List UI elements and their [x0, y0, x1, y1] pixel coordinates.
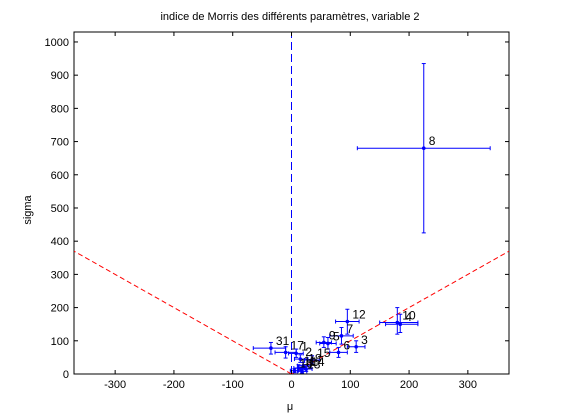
- x-tick-label: 200: [400, 379, 418, 391]
- y-tick-label: 700: [51, 137, 69, 149]
- point-label: 16: [299, 357, 313, 371]
- y-tick-label: 600: [51, 170, 69, 182]
- point-label: 31: [276, 334, 290, 348]
- point-label: 12: [352, 308, 366, 322]
- x-tick-label: 300: [459, 379, 477, 391]
- data-point: [395, 320, 400, 325]
- data-point: [339, 334, 344, 338]
- point-label: 9: [329, 328, 336, 342]
- point-label: 2: [305, 345, 312, 359]
- data-point: [298, 357, 303, 361]
- point-label: 4: [405, 310, 412, 324]
- point-label: 17: [291, 338, 305, 352]
- y-tick-label: 1000: [45, 37, 69, 49]
- data-point: [294, 351, 299, 356]
- point-4: 4: [385, 310, 419, 333]
- point-label: 10: [402, 309, 416, 323]
- cone-line-left: [74, 250, 292, 374]
- y-tick-label: 500: [51, 203, 69, 215]
- y-tick-label: 400: [51, 236, 69, 248]
- point-label: 14: [311, 355, 325, 369]
- x-tick-label: -300: [104, 379, 126, 391]
- data-point: [269, 346, 273, 350]
- point-label: 13: [307, 357, 321, 371]
- x-tick-label: -100: [222, 379, 244, 391]
- data-point: [421, 146, 426, 151]
- data-point: [296, 366, 301, 370]
- point-3: 3: [346, 333, 368, 353]
- point-label: 8: [429, 134, 436, 148]
- y-tick-label: 300: [51, 269, 69, 281]
- point-label: 3: [361, 333, 368, 347]
- x-tick-label: 100: [341, 379, 359, 391]
- point-31: 31: [252, 334, 290, 355]
- point-7: 7: [329, 322, 354, 345]
- x-tick-label: 0: [288, 379, 294, 391]
- point-label: 1: [301, 339, 308, 353]
- y-tick-label: 800: [51, 103, 69, 115]
- data-point: [322, 340, 326, 345]
- point-label: 7: [346, 322, 353, 336]
- point-label: 18: [308, 352, 322, 366]
- point-13: 13: [296, 357, 321, 374]
- y-axis-title: sigma: [22, 194, 34, 224]
- point-6: 6: [329, 338, 351, 358]
- data-point: [336, 350, 341, 355]
- data-point: [283, 350, 288, 355]
- data-point: [354, 344, 358, 349]
- point-9: 9: [315, 328, 336, 348]
- y-tick-label: 900: [51, 70, 69, 82]
- point-label: 11: [304, 354, 317, 368]
- x-tick-label: -200: [163, 379, 185, 391]
- cone-line-right: [291, 250, 509, 374]
- data-point: [300, 369, 304, 374]
- point-1: 1: [288, 339, 308, 358]
- y-tick-label: 200: [51, 303, 69, 315]
- point-8: 8: [356, 63, 491, 234]
- point-15: 15: [303, 346, 331, 365]
- data-point: [310, 358, 314, 362]
- y-tick-label: 0: [63, 369, 69, 381]
- point-12: 12: [335, 308, 366, 335]
- chart-title: indice de Morris des différents paramètr…: [160, 11, 419, 23]
- point-label: 6: [344, 338, 351, 352]
- data-point: [398, 322, 403, 326]
- data-point: [345, 319, 350, 324]
- y-tick-label: 100: [51, 336, 69, 348]
- point-2: 2: [293, 345, 312, 363]
- point-label: 15: [317, 346, 331, 360]
- point-label: 5: [333, 329, 340, 343]
- point-17: 17: [274, 338, 305, 359]
- data-point: [292, 368, 297, 373]
- x-axis-title: μ: [287, 401, 293, 413]
